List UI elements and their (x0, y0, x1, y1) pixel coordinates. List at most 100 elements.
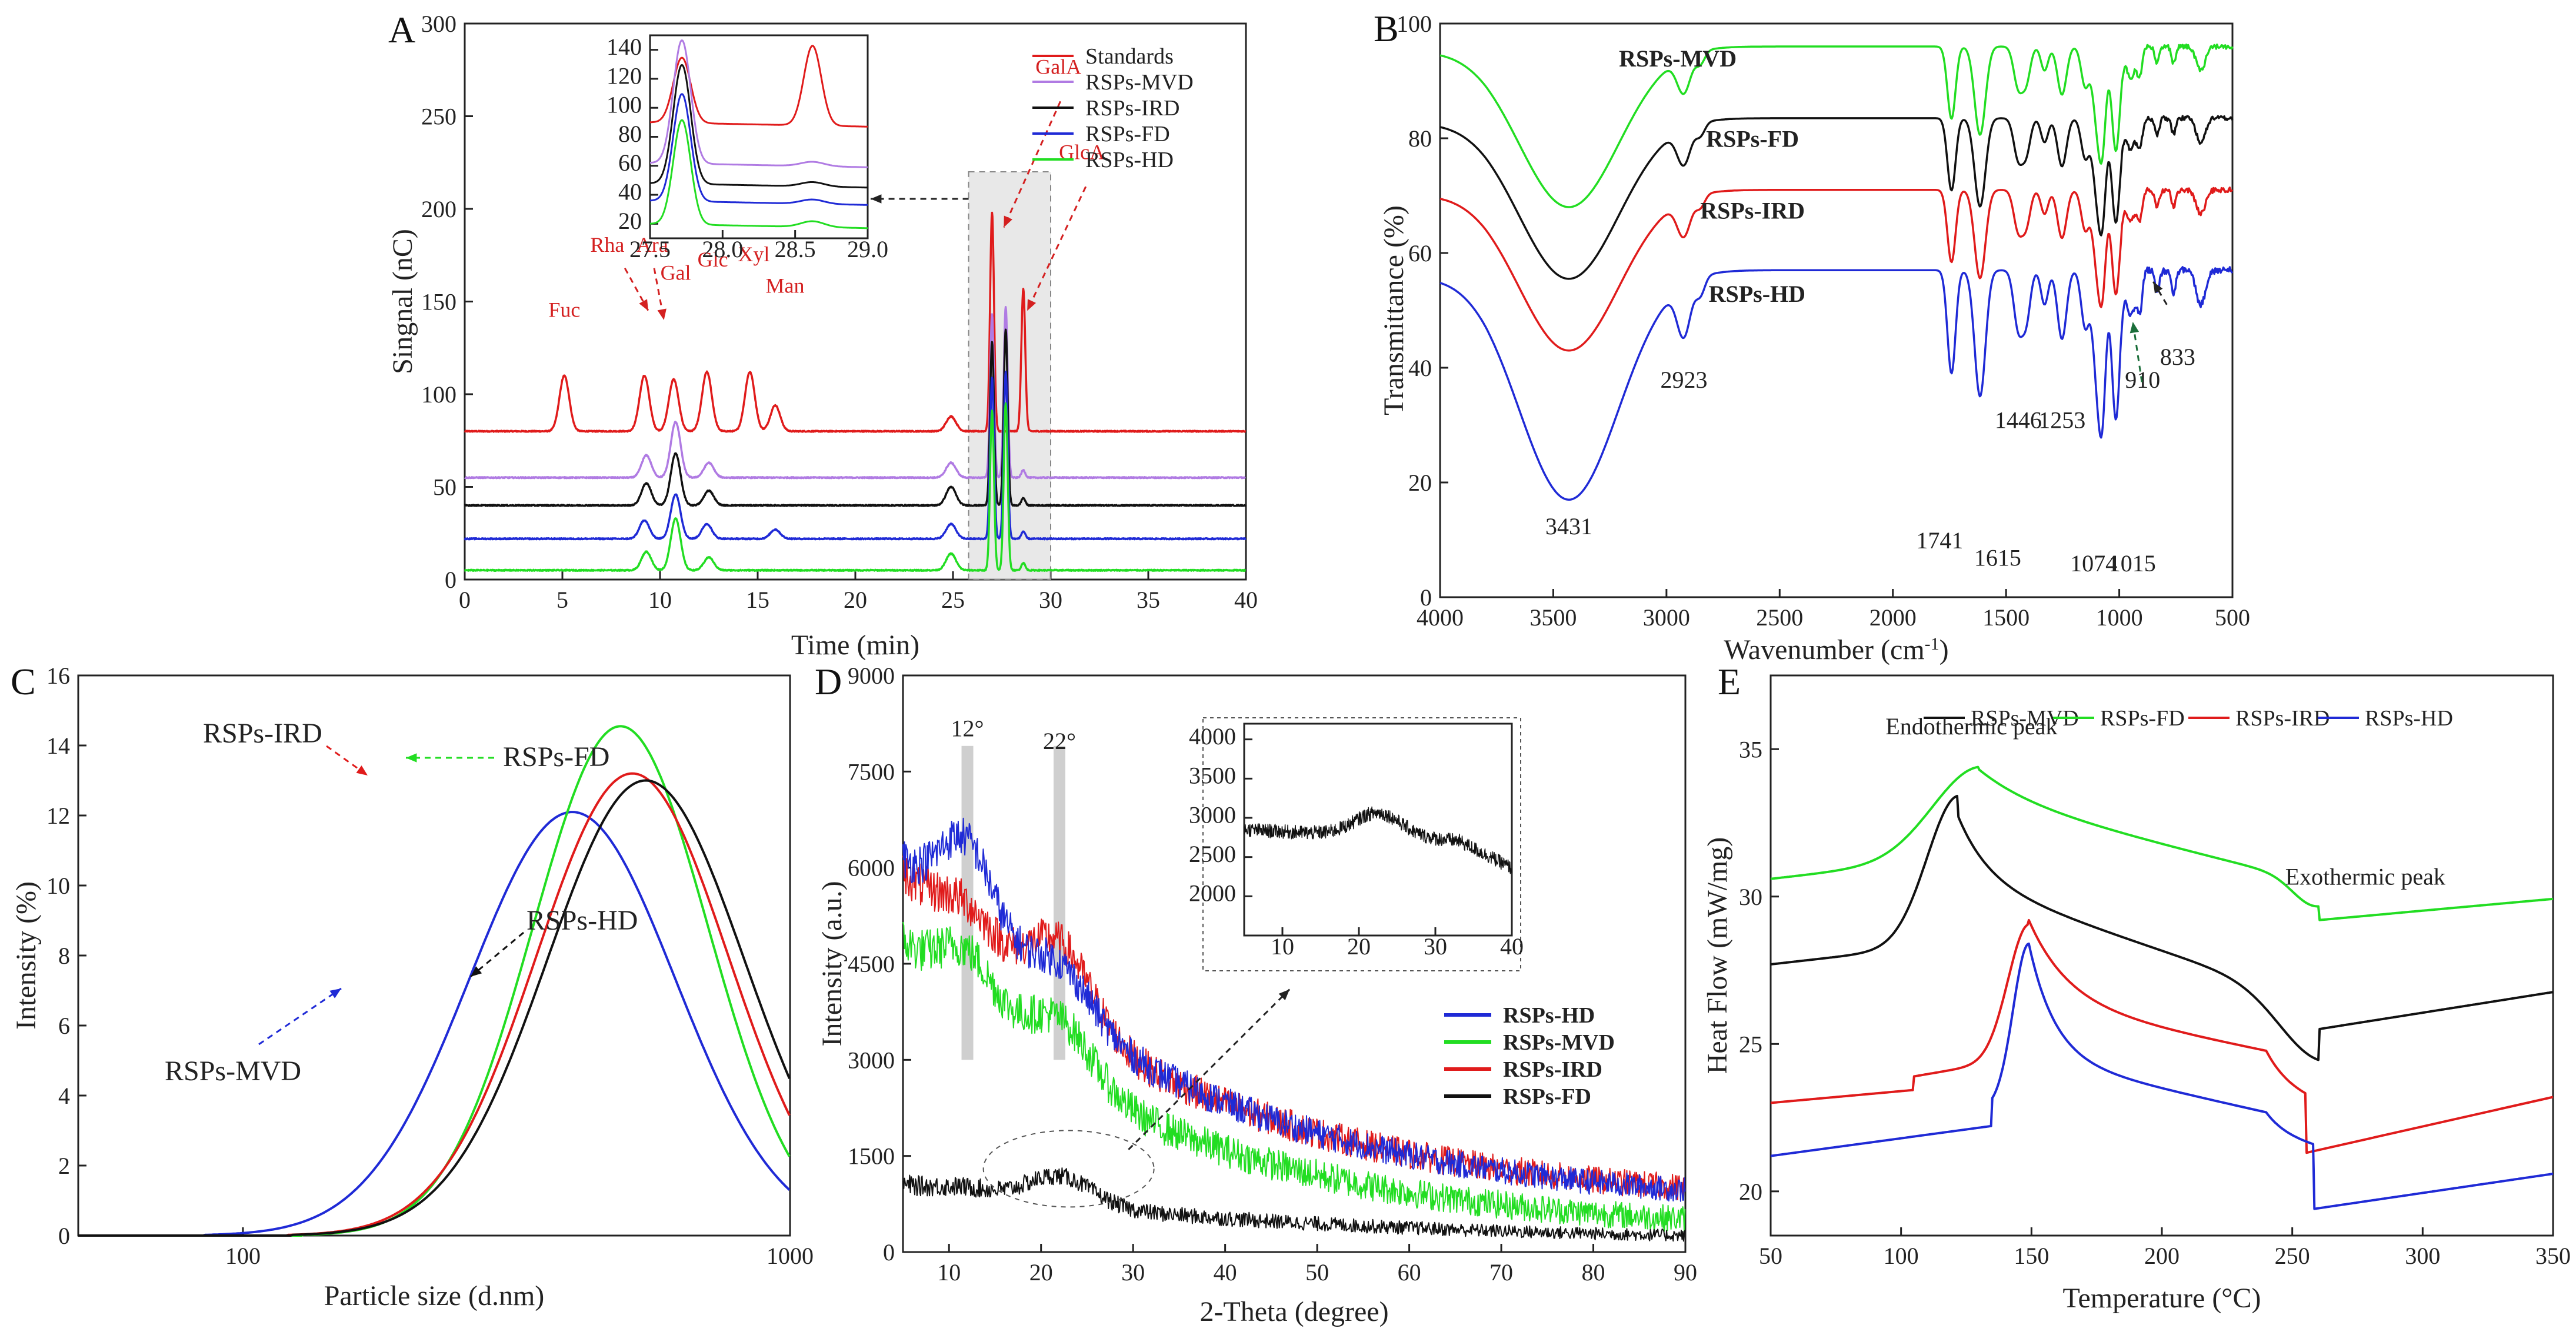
panel-e-legend-label-RSPs-HD: RSPs-HD (2365, 706, 2453, 731)
panel-d-inset-xtick-label: 10 (1271, 933, 1294, 960)
panel-e-xtick-label: 250 (2275, 1243, 2310, 1269)
panel-c-ytick-label: 4 (58, 1083, 70, 1109)
panel-a-ara-arrow (653, 268, 667, 321)
panel-a-ytick-label: 0 (445, 567, 456, 593)
panel-d-xtick-label: 70 (1489, 1259, 1513, 1286)
panel-d-xlabel: 2-Theta (degree) (1199, 1296, 1388, 1327)
panel-e-series-RSPs-MVD (1770, 794, 2554, 1061)
panel-a-peak-label-Ara: Ara (636, 233, 668, 257)
panel-d-xtick-label: 10 (937, 1259, 961, 1286)
panel-b-xtick-label: 500 (2215, 604, 2250, 631)
panel-c-ytick-label: 8 (58, 943, 70, 969)
panel-a-gala-arrow-shaft (1002, 101, 1061, 228)
panel-b-xlabel: Wavenumber (cm-1) (1724, 634, 1948, 666)
panel-d-annotation-22: 22° (1043, 728, 1076, 754)
panel-d-inset-axes: 10 20 30 40 2000 2500 3000 3500 4000 (1189, 723, 1524, 960)
panel-c-ytick-label: 16 (46, 662, 70, 689)
panel-a-xtick-label: 40 (1234, 587, 1258, 613)
panel-b-series-RSPs-MVD (1439, 44, 2234, 208)
panel-a-xtick-label: 25 (941, 587, 965, 613)
panel-b-label: B (1374, 8, 1399, 49)
panel-c-label-RSPs-MVD: RSPs-MVD (165, 1056, 301, 1087)
panel-c-label-RSPs-FD: RSPs-FD (503, 741, 609, 773)
panel-c-label: C (11, 661, 36, 703)
panel-c-label-RSPs-HD: RSPs-HD (526, 905, 638, 936)
panel-b-series-RSPs-IRD (1439, 187, 2234, 352)
panel-a-ytick-label: 200 (421, 196, 456, 222)
panel-c-ytick-label: 14 (46, 733, 70, 759)
panel-e-series-RSPs-FD (1770, 765, 2554, 921)
panel-a-glca-arrow-head (1027, 299, 1037, 311)
panel-c-series-RSPs-MVD (78, 811, 791, 1237)
panel-c-ird-arrow-shaft (326, 745, 368, 777)
panel-e-xtick-label: 100 (1884, 1243, 1919, 1269)
panel-e-xtick-label: 150 (2014, 1243, 2049, 1269)
panel-e-label: E (1718, 661, 1741, 703)
panel-d-inset-ytick-label: 2000 (1189, 880, 1236, 907)
panel-d-inset-xtick-label: 20 (1347, 933, 1371, 960)
panel-b-xlabel-sup: -1 (1925, 634, 1940, 654)
panel-b-xtick-label: 2500 (1756, 604, 1803, 631)
panel-d-inset-arrow (1128, 988, 1291, 1150)
panel-e-legend-label-RSPs-FD: RSPs-FD (2100, 706, 2185, 731)
panel-a-inset-series-Standards (650, 45, 868, 128)
panel-b-ytick-label: 0 (1420, 584, 1432, 611)
panel-c-xtick-label: 1000 (767, 1243, 814, 1269)
panel-c-ytick-label: 12 (46, 803, 70, 829)
panel-e-ytick-label: 25 (1739, 1031, 1762, 1057)
panel-e-series-RSPs-HD (1770, 943, 2554, 1210)
panel-c-mvd-arrow-shaft (258, 987, 342, 1046)
panel-e-xtick-label: 200 (2144, 1243, 2180, 1269)
panel-d-annotation-12: 12° (951, 715, 984, 741)
panel-c-ird-arrow (326, 745, 368, 777)
panel-a-inset-arrow-head (871, 194, 882, 204)
panel-d-band-22 (1054, 745, 1065, 1060)
panel-b-910-arrow (2130, 321, 2143, 382)
panel-a-xlabel: Time (min) (791, 630, 919, 661)
panel-b-peak-label-1741: 1741 (1916, 527, 1963, 554)
panel-d-inset-ytick-label: 2500 (1189, 841, 1236, 867)
panel-c-label-RSPs-IRD: RSPs-IRD (203, 718, 322, 749)
panel-c-ytick-label: 6 (58, 1013, 70, 1039)
panel-a-rha-arrow (624, 268, 649, 311)
panel-a-ytick-label: 50 (433, 474, 456, 501)
panel-d-ytick-label: 4500 (848, 951, 895, 977)
panel-b-ytick-label: 40 (1408, 355, 1432, 381)
panel-b-peak-label-2923: 2923 (1660, 367, 1707, 393)
panel-a-ytick-label: 250 (421, 104, 456, 130)
panel-d-ytick-label: 1500 (848, 1143, 895, 1170)
panel-a-legend-label-Standards: Standards (1085, 44, 1174, 69)
panel-d-legend-label-RSPs-MVD: RSPs-MVD (1503, 1030, 1615, 1055)
panel-a-inset-xtick-label: 28.0 (702, 236, 743, 262)
panel-a-peak-label-Man: Man (765, 274, 804, 297)
panel-c-hd-arrow (470, 931, 524, 978)
panel-c-fd-arrow (406, 753, 494, 763)
panel-e-annotation-exo: Exothermic peak (2285, 864, 2445, 890)
panel-b-frame (1439, 22, 2234, 598)
panel-e-legend-label-RSPs-IRD: RSPs-IRD (2235, 706, 2330, 731)
panel-d-ylabel: Intensity (a.u.) (817, 881, 848, 1046)
panel-c-hd-arrow-head (471, 966, 482, 977)
panel-a-xtick-label: 20 (844, 587, 867, 613)
panel-a-rha-arrow-head (639, 299, 649, 311)
panel-b-910-arrow-head (2130, 322, 2140, 334)
panel-c-series-RSPs-HD (78, 779, 791, 1237)
panel-d-xtick-label: 80 (1582, 1259, 1605, 1286)
panel-c-xlabel: Particle size (d.nm) (324, 1280, 545, 1311)
panel-b-ylabel: Transmittance (%) (1378, 205, 1409, 415)
panel-e-series-RSPs-IRD (1770, 918, 2554, 1154)
panel-a-gala-arrow-head (1004, 215, 1012, 228)
panel-d-series-RSPs-MVD (902, 921, 1686, 1233)
panel-d-label: D (815, 661, 842, 703)
panel-b-series-RSPs-FD (1439, 115, 2234, 280)
panel-a-ytick-label: 150 (421, 289, 456, 315)
panel-b-peak-label-1446: 1446 (1995, 407, 2042, 433)
panel-d-inset-series (1244, 806, 1512, 874)
panel-a-glca-arrow (1026, 186, 1087, 311)
panel-a-xtick-label: 5 (556, 587, 568, 613)
panel-a-series-RSPs-MVD (464, 305, 1247, 480)
panel-c-xtick-label: 100 (225, 1243, 261, 1269)
panel-d-ytick-label: 9000 (848, 662, 895, 689)
panel-c-ytick-label: 10 (46, 873, 70, 899)
